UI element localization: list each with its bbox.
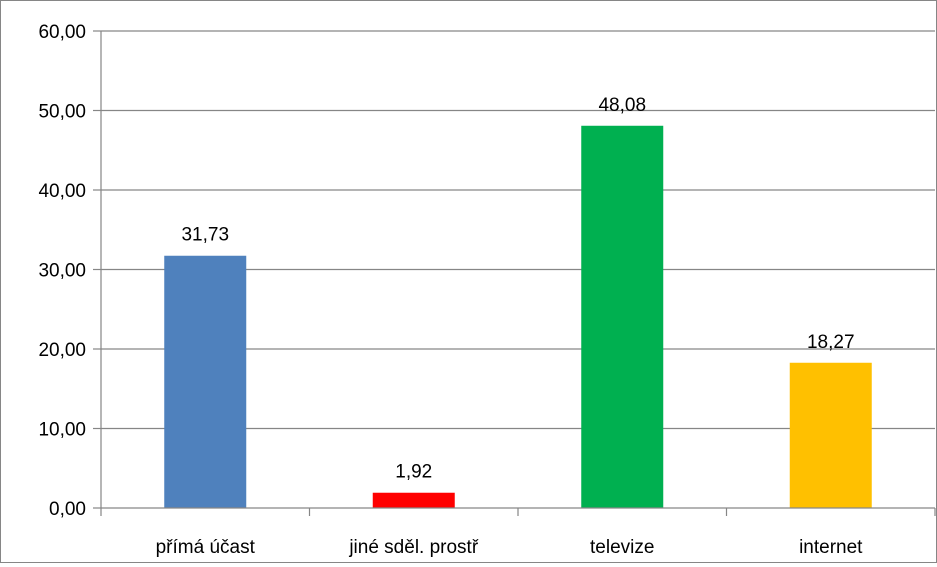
x-tick-label: jiné sděl. prostř (348, 537, 479, 558)
y-tick-label: 10,00 (38, 420, 86, 441)
y-tick-label: 60,00 (38, 22, 86, 43)
bar (164, 255, 247, 508)
data-label: 18,27 (807, 332, 855, 353)
y-tick-label: 30,00 (38, 261, 86, 282)
axes (93, 30, 936, 516)
data-label: 31,73 (181, 225, 229, 246)
labels: 0,00 10,00 20,00 30,00 40,00 50,00 60,00 31,73 p… (38, 22, 863, 558)
y-tick-label: 50,00 (38, 102, 86, 123)
y-tick-label: 0,00 (49, 499, 86, 520)
bars (164, 125, 872, 508)
y-tick-label: 40,00 (38, 181, 86, 202)
x-tick-label: přímá účast (156, 537, 256, 558)
y-tick-label: 20,00 (38, 340, 86, 361)
data-label: 1,92 (395, 462, 432, 483)
bar (581, 125, 664, 508)
x-tick-label: internet (799, 537, 863, 558)
data-label: 48,08 (598, 95, 646, 116)
bar (372, 492, 455, 508)
bar (789, 362, 872, 508)
x-tick-label: televize (590, 537, 654, 558)
